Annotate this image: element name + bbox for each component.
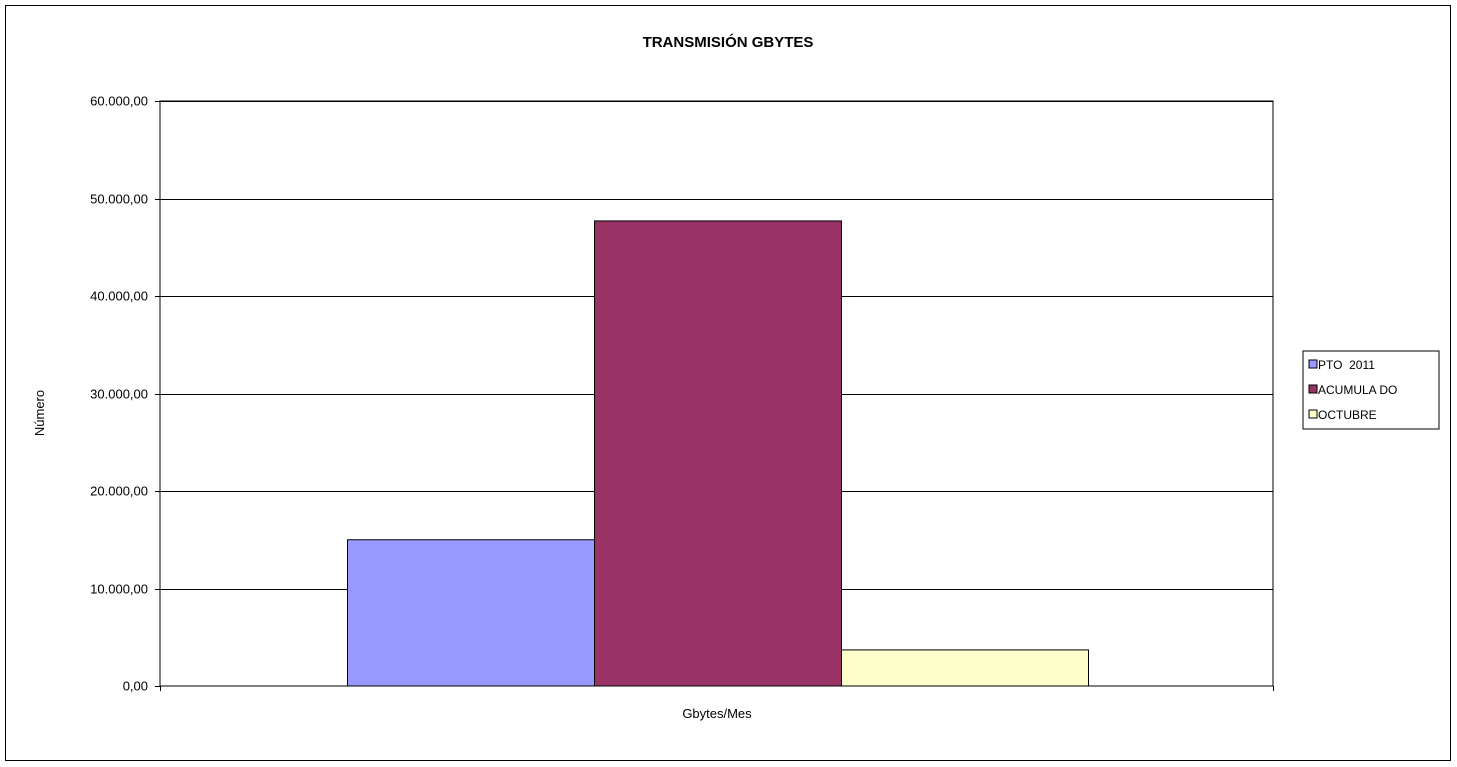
bars [347, 220, 1089, 687]
legend-label-1: PTO 2011 [1318, 358, 1375, 372]
legend-label-2: ACUMULA DO [1318, 383, 1397, 397]
bar-1 [347, 539, 595, 687]
y-tick-label-2: 20.000,00 [90, 484, 148, 499]
y-tick-label-3: 30.000,00 [90, 387, 148, 402]
chart-title: TRANSMISIÓN GBYTES [643, 33, 814, 51]
x-axis-label: Gbytes/Mes [682, 706, 752, 721]
x-axis-ticks [160, 686, 1274, 691]
plot-area-border [159, 100, 1274, 687]
legend: PTO 2011 ACUMULA DO OCTUBRE [1302, 350, 1440, 430]
legend-swatch-1 [1308, 359, 1318, 369]
bar-3 [841, 649, 1089, 687]
legend-swatch-2 [1308, 384, 1318, 394]
y-axis-ticks: 0,00 10.000,00 20.000,00 30.000,00 40.000,00… [90, 94, 160, 694]
legend-label-3: OCTUBRE [1318, 408, 1377, 422]
y-axis-label: Número [32, 390, 47, 436]
y-tick-label-0: 0,00 [123, 679, 148, 694]
y-tick-label-1: 10.000,00 [90, 582, 148, 597]
y-tick-label-5: 50.000,00 [90, 192, 148, 207]
legend-swatch-3 [1308, 409, 1318, 419]
y-tick-label-6: 60.000,00 [90, 94, 148, 109]
legend-box [1302, 350, 1440, 430]
bar-2 [594, 220, 842, 687]
y-tick-label-4: 40.000,00 [90, 289, 148, 304]
